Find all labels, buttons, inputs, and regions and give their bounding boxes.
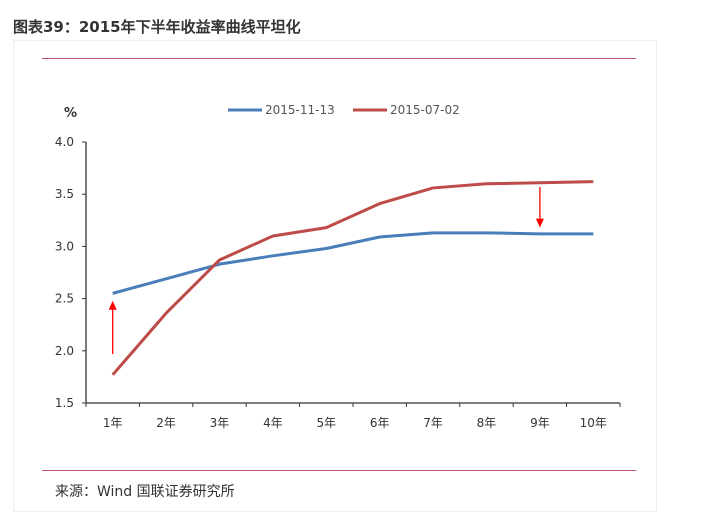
y-tick-label: 3.0: [55, 239, 74, 253]
series-line-2015-11-13: [112, 231, 594, 295]
source-note: 来源：Wind 国联证券研究所: [55, 484, 235, 500]
legend-label: 2015-07-02: [390, 103, 460, 117]
x-tick-label: 8年: [477, 416, 497, 430]
x-tick-label: 4年: [263, 416, 283, 430]
series-line-2015-07-02: [111, 180, 594, 376]
y-tick-label: 2.5: [55, 292, 74, 306]
legend-label: 2015-11-13: [265, 103, 335, 117]
x-tick-label: 1年: [103, 416, 123, 430]
x-tick-label: 2年: [156, 416, 176, 430]
annotation-arrowhead: [108, 300, 117, 310]
y-axis-unit: %: [64, 106, 77, 121]
figure-title: 图表39：2015年下半年收益率曲线平坦化: [13, 18, 301, 36]
top-rule: [42, 58, 636, 59]
x-tick-label: 6年: [370, 416, 390, 430]
annotation-arrowhead: [535, 218, 544, 228]
x-tick-label: 3年: [210, 416, 230, 430]
y-tick-label: 2.0: [55, 344, 74, 358]
x-tick-label: 9年: [530, 416, 550, 430]
x-tick-label: 10年: [580, 416, 607, 430]
bottom-rule: [42, 470, 636, 471]
y-tick-label: 4.0: [55, 135, 74, 149]
chart-card: [13, 40, 657, 512]
y-tick-label: 3.5: [55, 187, 74, 201]
y-tick-label: 1.5: [55, 396, 74, 410]
x-tick-label: 5年: [316, 416, 336, 430]
x-tick-label: 7年: [423, 416, 443, 430]
